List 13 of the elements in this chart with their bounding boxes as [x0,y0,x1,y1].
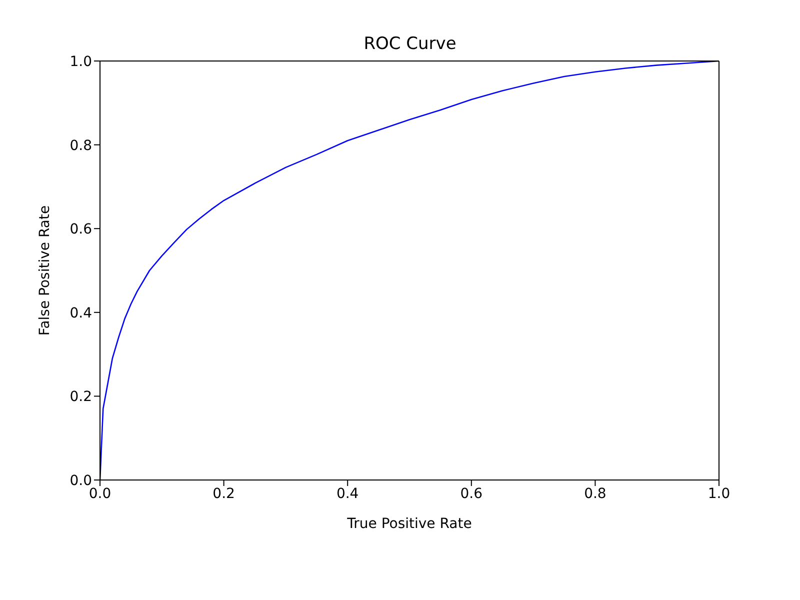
x-axis-title: True Positive Rate [346,516,472,532]
x-tick-label: 0.8 [584,486,606,502]
y-tick-label: 0.2 [70,389,92,406]
y-tick-label: 1.0 [70,54,92,70]
chart-title: ROC Curve [362,34,458,54]
y-tick-label: 0.6 [70,222,92,238]
x-tick-label: 1.0 [708,486,730,502]
y-tick-label: 0.4 [70,305,92,322]
x-tick-label: 0.4 [336,486,359,502]
y-axis-title: False Positive Rate [36,205,53,336]
x-tick-label: 0.2 [212,486,235,502]
x-tick-label: 0.6 [460,486,483,502]
y-tick-label: 0.8 [70,138,92,154]
